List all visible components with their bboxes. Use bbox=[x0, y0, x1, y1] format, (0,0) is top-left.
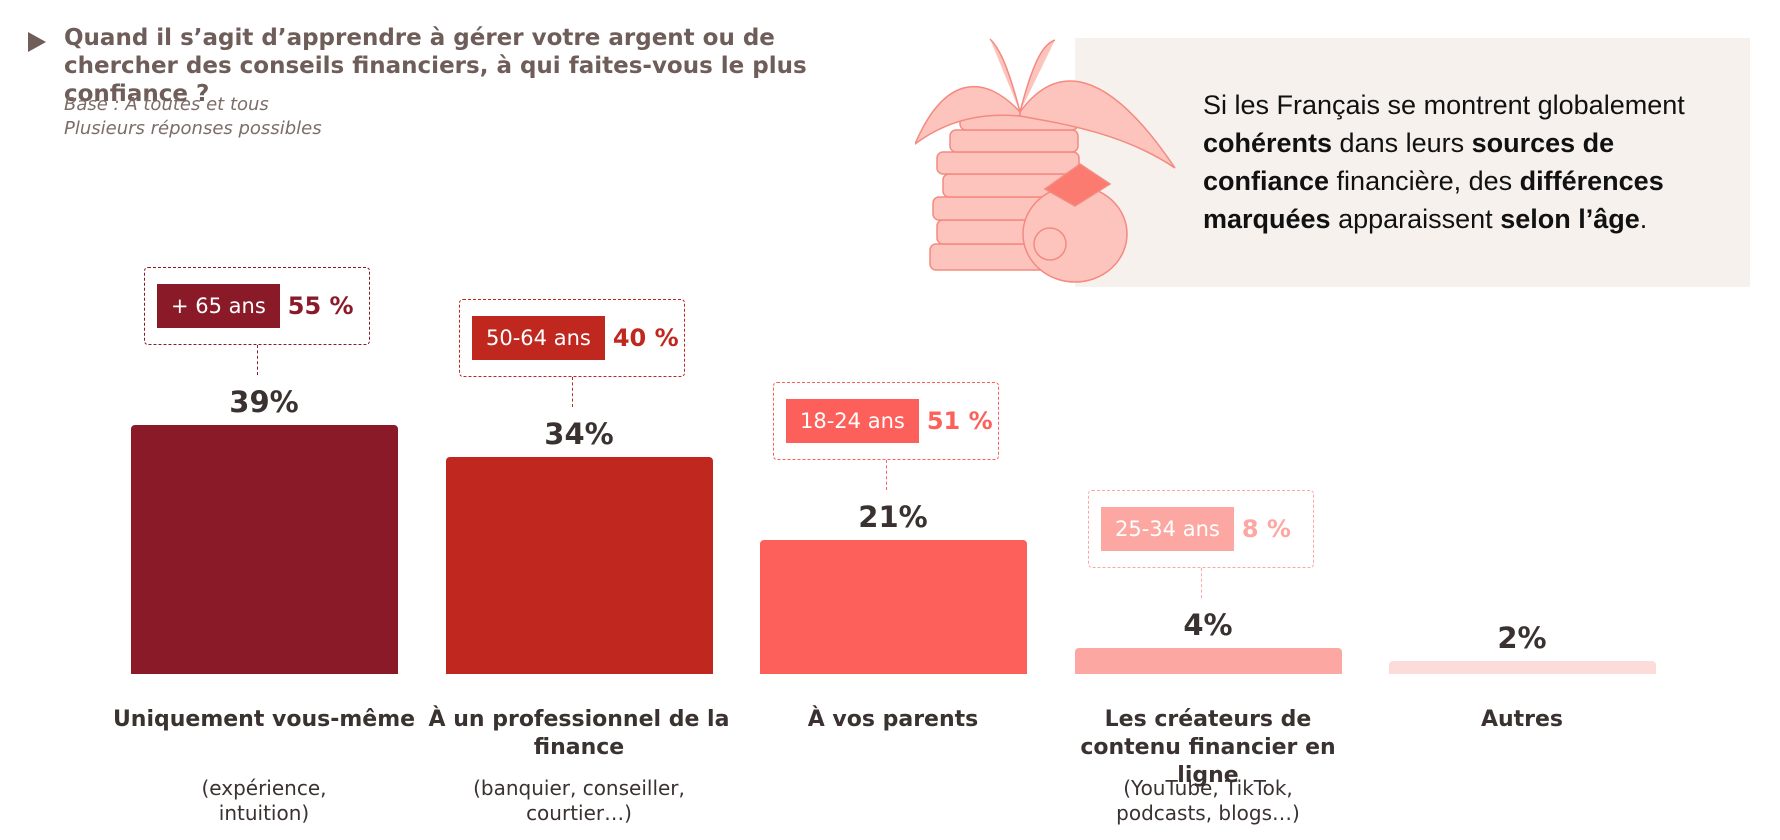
x-tick-label: À vos parents bbox=[807, 707, 979, 732]
category-note: (expérience, intuition) bbox=[201, 776, 327, 825]
subtitle: Base : À toutes et tous bbox=[64, 94, 269, 115]
callout: 18-24 ans 51 % bbox=[773, 381, 999, 460]
insight-segment: selon l’âge bbox=[1500, 204, 1640, 234]
title-marker bbox=[28, 32, 46, 52]
x-tick-label: Les créateurs de contenu financier en li… bbox=[1080, 707, 1336, 788]
subtitle: Plusieurs réponses possibles bbox=[64, 118, 322, 139]
insight-panel bbox=[1075, 38, 1750, 287]
callout-group: 18-24 ans bbox=[786, 398, 919, 443]
insight-segment: . bbox=[1639, 204, 1648, 234]
bar bbox=[1388, 661, 1656, 674]
insight-text: Si les Français se montrent globalement … bbox=[1203, 86, 1723, 238]
callout-connector bbox=[1201, 568, 1202, 599]
illustration bbox=[915, 38, 1176, 283]
insight-segment: cohérents bbox=[1203, 128, 1333, 158]
callout-group: 25-34 ans bbox=[1101, 507, 1234, 552]
bar bbox=[1074, 648, 1342, 674]
callout: 50-64 ans 40 % bbox=[459, 298, 685, 377]
x-tick-label: Uniquement vous-même bbox=[112, 707, 416, 732]
insight-segment: sources de confiance bbox=[1203, 128, 1615, 196]
bar bbox=[759, 539, 1027, 674]
bar bbox=[445, 456, 713, 674]
value-label: 34% bbox=[544, 416, 614, 451]
callout-connector bbox=[886, 459, 887, 490]
callout-value: 8 % bbox=[1241, 515, 1291, 544]
callout-group: + 65 ans bbox=[157, 283, 280, 328]
chart-title: Quand il s’agit d’apprendre à gérer votr… bbox=[64, 25, 807, 107]
callout-connector bbox=[257, 344, 258, 375]
category-note: (YouTube, TikTok, podcasts, blogs…) bbox=[1116, 776, 1300, 825]
insight-segment: différences marquées bbox=[1203, 166, 1664, 234]
insight-segment: Si les Français se montrent globalement bbox=[1203, 90, 1685, 120]
callout-value: 40 % bbox=[612, 323, 679, 352]
value-label: 2% bbox=[1497, 621, 1547, 656]
value-label: 39% bbox=[229, 384, 299, 419]
insight-segment: financière, des bbox=[1329, 166, 1520, 196]
callout: 25-34 ans 8 % bbox=[1088, 490, 1314, 569]
callout: + 65 ans 55 % bbox=[144, 266, 370, 345]
x-tick-label: À un professionnel de la finance bbox=[428, 707, 730, 760]
x-tick-label: Autres bbox=[1480, 707, 1564, 732]
value-label: 4% bbox=[1183, 608, 1233, 643]
callout-connector bbox=[572, 376, 573, 407]
insight-segment: dans leurs bbox=[1332, 128, 1472, 158]
insight-segment: apparaissent bbox=[1330, 204, 1501, 234]
callout-group: 50-64 ans bbox=[472, 315, 605, 360]
bar bbox=[130, 424, 398, 674]
callout-value: 51 % bbox=[926, 406, 993, 435]
callout-value: 55 % bbox=[287, 291, 354, 320]
value-label: 21% bbox=[858, 499, 928, 534]
category-note: (banquier, conseiller, courtier…) bbox=[473, 776, 685, 825]
